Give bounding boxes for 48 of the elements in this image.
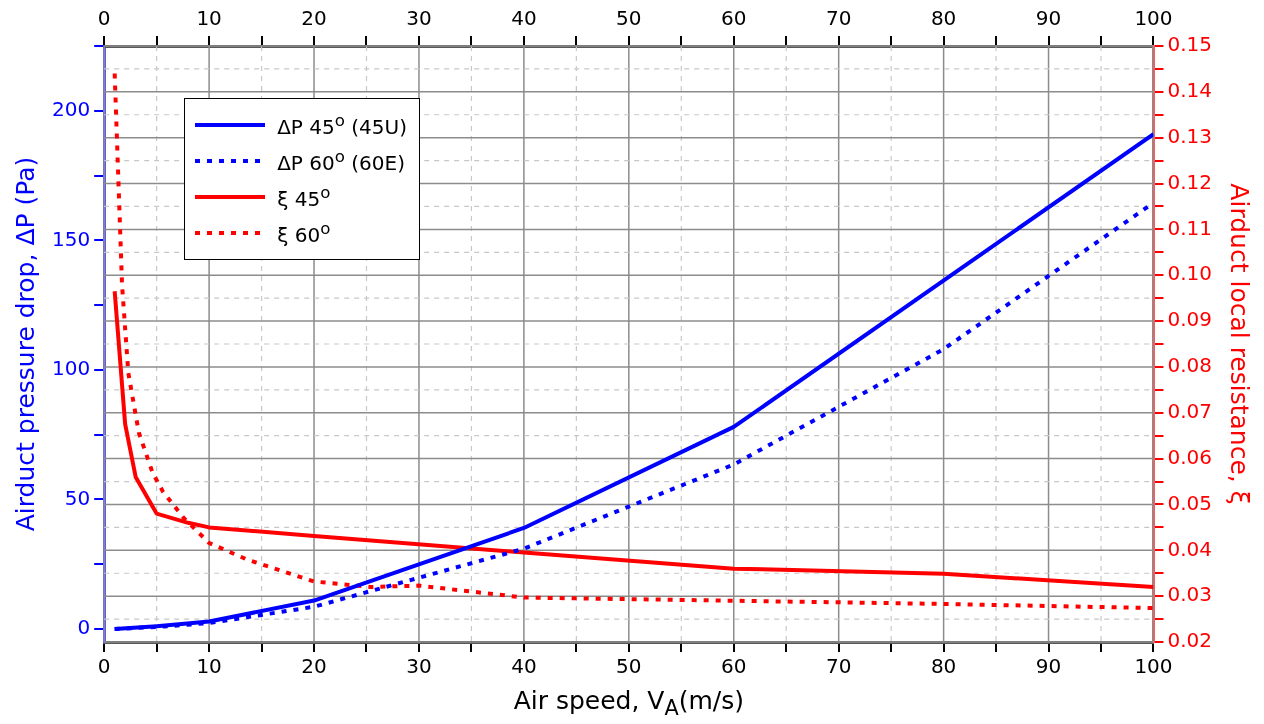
x-tick-label: 10 xyxy=(196,654,222,679)
x-tick-label: 90 xyxy=(1035,654,1062,679)
y2-tick-label: 0.13 xyxy=(1167,123,1212,148)
y-tick-label: 150 xyxy=(51,226,91,251)
x-tick-label: 60 xyxy=(721,654,747,679)
y2-tick-label: 0.10 xyxy=(1167,261,1212,286)
x2-tick-label: 100 xyxy=(1134,6,1173,31)
legend-label: ΔP 60$^{o}$ (60E) xyxy=(277,147,405,175)
y2-tick-label: 0.11 xyxy=(1167,215,1212,240)
x-tick-label: 50 xyxy=(616,654,642,679)
legend-label: ΔP 45$^{o}$ (45U) xyxy=(277,111,407,139)
y2-tick-label: 0.09 xyxy=(1167,307,1212,332)
y-tick-label: 50 xyxy=(64,485,91,510)
x2-tick-label: 40 xyxy=(511,6,537,31)
y2-tick-label: 0.06 xyxy=(1167,444,1212,469)
y2-tick-label: 0.08 xyxy=(1167,353,1212,378)
y-axis-title: Airduct pressure drop, ΔP (Pa) xyxy=(10,156,40,532)
x2-tick-label: 70 xyxy=(825,6,852,31)
x-tick-label: 0 xyxy=(97,654,111,679)
x2-tick-label: 80 xyxy=(930,6,957,31)
y2-tick-label: 0.12 xyxy=(1167,169,1212,194)
x2-tick-label: 90 xyxy=(1035,6,1062,31)
y2-axis-title: Airduct local resistance, ξ xyxy=(1224,183,1254,505)
y2-tick-label: 0.05 xyxy=(1167,490,1212,515)
x-tick-label: 30 xyxy=(406,654,432,679)
y2-tick-label: 0.02 xyxy=(1167,628,1212,653)
x-tick-label: 80 xyxy=(930,654,957,679)
x2-tick-label: 60 xyxy=(721,6,747,31)
y-tick-label: 0 xyxy=(77,615,91,640)
x-axis-title: Air speed, V$_{A}$(m/s) xyxy=(513,686,744,720)
y-tick-label: 100 xyxy=(51,356,91,381)
y2-tick-label: 0.14 xyxy=(1167,78,1212,103)
y2-tick-label: 0.15 xyxy=(1167,32,1212,57)
y-tick-label: 200 xyxy=(51,96,91,121)
x-tick-label: 70 xyxy=(825,654,852,679)
x2-tick-label: 20 xyxy=(301,6,327,31)
x2-tick-label: 30 xyxy=(406,6,432,31)
x2-tick-label: 10 xyxy=(196,6,222,31)
x2-tick-label: 50 xyxy=(616,6,642,31)
x-tick-label: 40 xyxy=(511,654,537,679)
x-tick-label: 20 xyxy=(301,654,327,679)
legend-label: ξ 60$^{o}$ xyxy=(277,219,331,247)
y2-tick-label: 0.07 xyxy=(1167,398,1212,423)
x-tick-label: 100 xyxy=(1134,654,1173,679)
x2-tick-label: 0 xyxy=(97,6,111,31)
y2-tick-label: 0.03 xyxy=(1167,582,1212,607)
legend-label: ξ 45$^{o}$ xyxy=(277,183,331,211)
y2-tick-label: 0.04 xyxy=(1167,536,1212,561)
